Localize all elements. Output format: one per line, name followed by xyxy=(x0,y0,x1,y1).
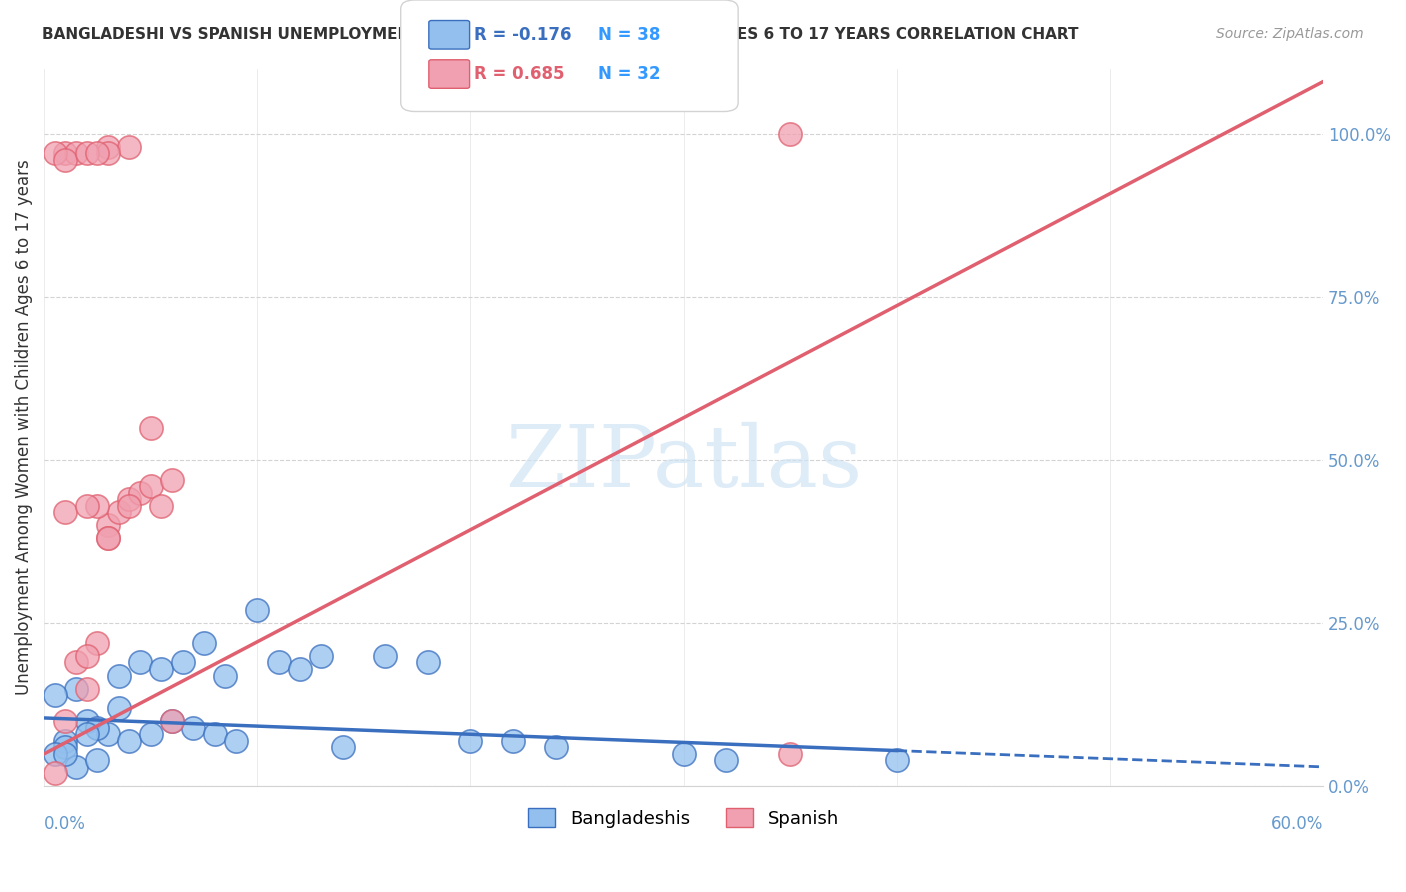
Bangladeshis xyxy=(86,753,108,767)
Bangladeshis xyxy=(150,662,173,676)
Spanish xyxy=(55,505,77,519)
Spanish xyxy=(779,747,801,761)
Y-axis label: Unemployment Among Women with Children Ages 6 to 17 years: Unemployment Among Women with Children A… xyxy=(15,160,32,696)
Spanish xyxy=(65,656,87,670)
Bangladeshis xyxy=(86,721,108,735)
Spanish xyxy=(118,492,141,507)
Spanish xyxy=(97,532,120,546)
Bangladeshis xyxy=(118,733,141,747)
Spanish xyxy=(150,499,173,513)
Spanish xyxy=(76,681,98,696)
Bangladeshis xyxy=(76,727,98,741)
Text: 60.0%: 60.0% xyxy=(1271,815,1323,833)
Bangladeshis xyxy=(44,688,66,702)
Text: R = -0.176: R = -0.176 xyxy=(474,26,571,44)
Bangladeshis xyxy=(460,733,482,747)
Spanish xyxy=(76,146,98,161)
Bangladeshis xyxy=(65,681,87,696)
Spanish xyxy=(129,485,152,500)
Bangladeshis xyxy=(544,740,567,755)
Bangladeshis xyxy=(44,747,66,761)
Spanish xyxy=(118,499,141,513)
Spanish xyxy=(76,499,98,513)
Text: R = 0.685: R = 0.685 xyxy=(474,65,564,83)
Bangladeshis xyxy=(374,648,396,663)
Bangladeshis xyxy=(55,740,77,755)
Spanish xyxy=(44,146,66,161)
Bangladeshis xyxy=(225,733,247,747)
Text: Source: ZipAtlas.com: Source: ZipAtlas.com xyxy=(1216,27,1364,41)
Text: BANGLADESHI VS SPANISH UNEMPLOYMENT AMONG WOMEN WITH CHILDREN AGES 6 TO 17 YEARS: BANGLADESHI VS SPANISH UNEMPLOYMENT AMON… xyxy=(42,27,1078,42)
Bangladeshis xyxy=(267,656,290,670)
Bangladeshis xyxy=(139,727,162,741)
Bangladeshis xyxy=(309,648,332,663)
Spanish xyxy=(97,146,120,161)
Bangladeshis xyxy=(55,747,77,761)
Spanish xyxy=(55,146,77,161)
Bangladeshis xyxy=(193,636,215,650)
Spanish xyxy=(55,153,77,167)
Spanish xyxy=(76,648,98,663)
Spanish xyxy=(86,146,108,161)
Text: N = 32: N = 32 xyxy=(598,65,659,83)
Spanish xyxy=(44,766,66,780)
Bangladeshis xyxy=(204,727,226,741)
Text: N = 38: N = 38 xyxy=(598,26,659,44)
Bangladeshis xyxy=(129,656,152,670)
Text: 0.0%: 0.0% xyxy=(44,815,86,833)
Spanish xyxy=(779,127,801,141)
Spanish xyxy=(97,140,120,154)
Spanish xyxy=(86,636,108,650)
Bangladeshis xyxy=(172,656,194,670)
Bangladeshis xyxy=(107,701,129,715)
Bangladeshis xyxy=(502,733,524,747)
Bangladeshis xyxy=(332,740,354,755)
Spanish xyxy=(118,140,141,154)
Bangladeshis xyxy=(288,662,311,676)
Bangladeshis xyxy=(672,747,695,761)
Bangladeshis xyxy=(160,714,183,729)
Bangladeshis xyxy=(76,714,98,729)
Spanish xyxy=(97,518,120,533)
Text: ZIPatlas: ZIPatlas xyxy=(505,422,862,505)
Bangladeshis xyxy=(55,733,77,747)
Bangladeshis xyxy=(97,727,120,741)
Spanish xyxy=(55,714,77,729)
Spanish xyxy=(160,473,183,487)
Spanish xyxy=(139,479,162,493)
Bangladeshis xyxy=(107,668,129,682)
Spanish xyxy=(86,499,108,513)
Bangladeshis xyxy=(416,656,439,670)
Bangladeshis xyxy=(716,753,738,767)
Spanish xyxy=(160,714,183,729)
Legend: Bangladeshis, Spanish: Bangladeshis, Spanish xyxy=(522,801,846,835)
Bangladeshis xyxy=(886,753,908,767)
Bangladeshis xyxy=(183,721,205,735)
Bangladeshis xyxy=(65,760,87,774)
Spanish xyxy=(139,420,162,434)
Bangladeshis xyxy=(214,668,236,682)
Spanish xyxy=(97,532,120,546)
Spanish xyxy=(107,505,129,519)
Spanish xyxy=(65,146,87,161)
Bangladeshis xyxy=(246,603,269,617)
